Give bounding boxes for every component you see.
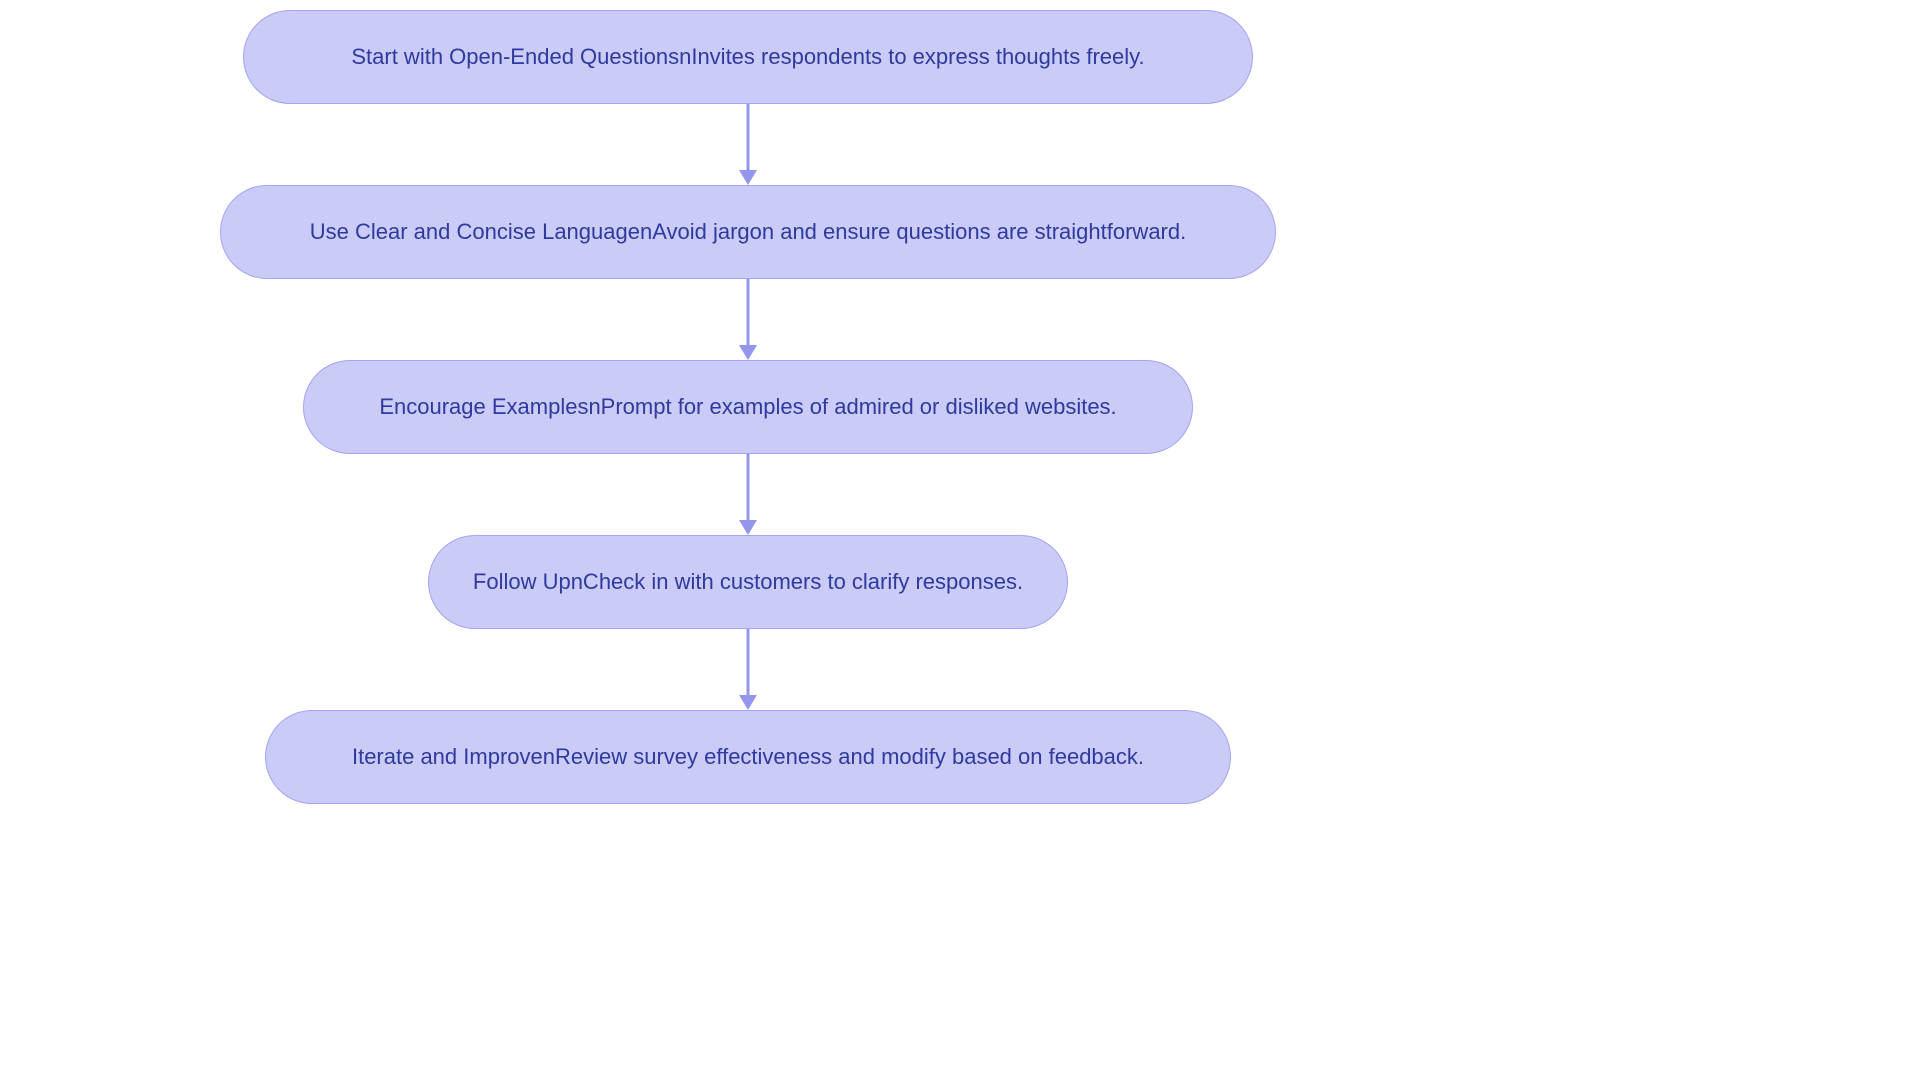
flowchart-node-label: Use Clear and Concise LanguagenAvoid jar… [310, 217, 1186, 247]
flowchart-node-label: Iterate and ImprovenReview survey effect… [352, 742, 1144, 772]
flowchart-node-1: Start with Open-Ended QuestionsnInvites … [243, 10, 1253, 104]
flowchart-node-4: Follow UpnCheck in with customers to cla… [428, 535, 1068, 629]
flowchart-node-label: Follow UpnCheck in with customers to cla… [473, 567, 1023, 597]
flowchart-container: Start with Open-Ended QuestionsnInvites … [0, 0, 1920, 1083]
flowchart-node-3: Encourage ExamplesnPrompt for examples o… [303, 360, 1193, 454]
flowchart-node-label: Encourage ExamplesnPrompt for examples o… [379, 392, 1116, 422]
flowchart-node-2: Use Clear and Concise LanguagenAvoid jar… [220, 185, 1276, 279]
flowchart-node-label: Start with Open-Ended QuestionsnInvites … [351, 42, 1144, 72]
flowchart-arrow-3 [733, 454, 763, 535]
flowchart-arrow-4 [733, 629, 763, 710]
flowchart-node-5: Iterate and ImprovenReview survey effect… [265, 710, 1231, 804]
flowchart-arrow-1 [733, 104, 763, 185]
flowchart-arrow-2 [733, 279, 763, 360]
